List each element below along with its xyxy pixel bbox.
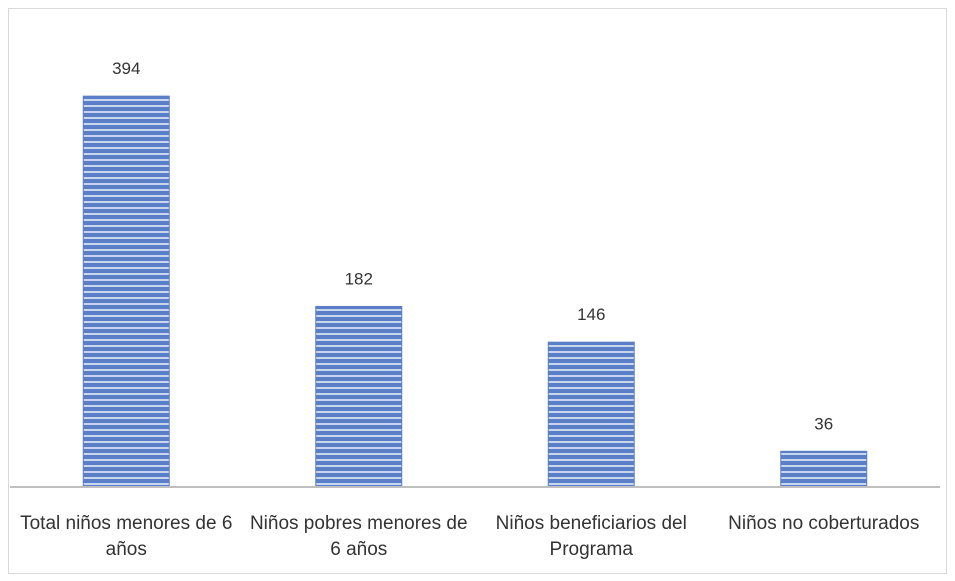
frame	[8, 8, 947, 574]
value-label: 146	[577, 305, 605, 324]
x-tick-label: Niños no coberturados	[728, 513, 920, 534]
x-tick-label: Total niños menores de 6 años	[20, 513, 233, 560]
bar	[82, 95, 170, 488]
x-tick-label: Niños beneficiarios del Programa	[495, 513, 687, 560]
value-label: 394	[112, 59, 140, 78]
value-label: 36	[814, 414, 833, 433]
bar	[315, 305, 403, 488]
bar	[780, 450, 868, 488]
value-label: 182	[345, 269, 373, 288]
x-tick-label: Niños pobres menores de 6 años	[249, 513, 468, 560]
bar	[547, 341, 635, 488]
